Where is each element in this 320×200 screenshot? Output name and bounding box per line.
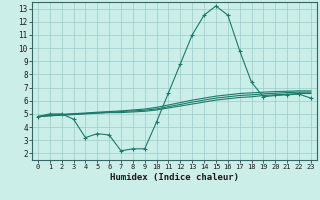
X-axis label: Humidex (Indice chaleur): Humidex (Indice chaleur) [110, 173, 239, 182]
